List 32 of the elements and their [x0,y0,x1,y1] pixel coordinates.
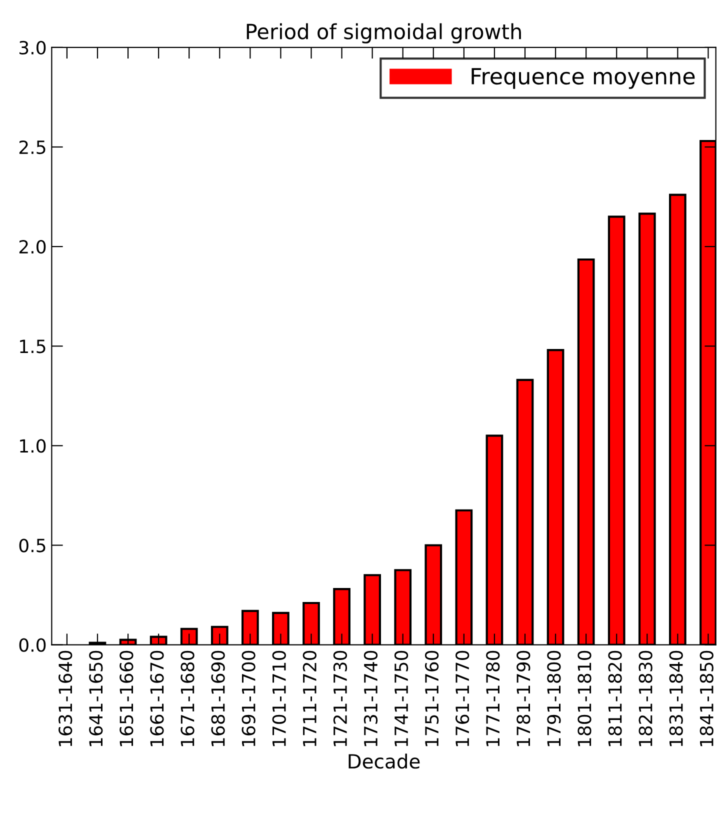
x-tick-label: 1801-1810 [578,650,592,746]
x-tick-label: 1841-1850 [700,650,714,746]
x-tick-label: 1651-1660 [120,650,134,746]
x-tick-label: 1721-1730 [333,650,348,746]
y-tick-label: 2.5 [19,140,46,154]
x-tick-label: 1781-1790 [516,650,530,746]
chart-title: Period of sigmoidal growth [246,23,521,44]
x-tick-label: 1821-1830 [638,650,652,746]
x-tick-label: 1631-1640 [58,650,72,746]
x-tick-label: 1791-1800 [547,650,561,746]
y-tick-label: 3.0 [20,40,46,55]
y-tick-label: 0.5 [19,538,46,552]
x-tick-label: 1691-1700 [242,650,256,746]
y-tick-label: 0.0 [19,638,46,652]
x-tick-label: 1661-1670 [150,650,164,746]
x-axis-title: Decade [348,754,420,769]
x-tick-label: 1681-1690 [211,650,225,746]
legend-label: Frequence moyenne [472,68,695,89]
y-tick-label: 1.0 [20,439,46,453]
x-tick-label: 1701-1710 [272,650,286,746]
x-tick-label: 1771-1780 [486,650,500,746]
x-tick-label: 1731-1740 [364,650,378,746]
y-tick-label: 1.5 [20,340,46,354]
x-tick-label: 1711-1720 [302,650,316,746]
x-tick-label: 1741-1750 [394,650,408,746]
x-tick-label: 1751-1760 [424,650,439,746]
x-tick-label: 1671-1680 [180,650,194,746]
y-tick-label: 2.0 [19,240,46,254]
x-tick-label: 1641-1650 [89,650,103,746]
x-tick-label: 1811-1820 [608,650,622,746]
x-tick-label: 1761-1770 [456,650,470,746]
x-tick-label: 1831-1840 [669,650,683,746]
